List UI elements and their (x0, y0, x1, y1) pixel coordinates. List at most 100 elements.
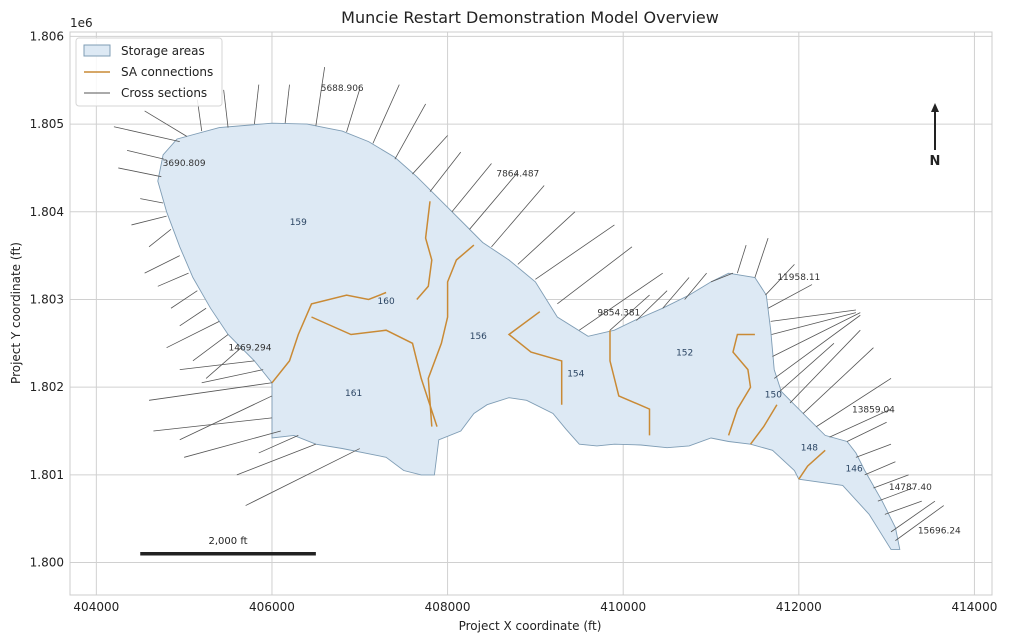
cross-section-line (179, 307, 207, 327)
cross-section-line (236, 443, 317, 476)
legend-label: Cross sections (121, 86, 207, 100)
legend-label: SA connections (121, 65, 213, 79)
cross-section-line (636, 290, 668, 321)
cross-section-line (170, 290, 198, 309)
cross-section-line (153, 417, 273, 432)
storage-area-label: 150 (765, 391, 782, 401)
cross-section-label: 11958.11 (777, 273, 820, 283)
x-tick-label: 410000 (600, 600, 646, 614)
cross-section-line (829, 408, 892, 438)
cross-section-line (767, 284, 813, 309)
cross-section-line (205, 347, 242, 379)
storage-area-label: 159 (290, 218, 307, 228)
cross-section-line (816, 378, 892, 427)
cross-section-line (873, 474, 909, 489)
cross-section-line (895, 505, 944, 541)
cross-section-line (157, 272, 189, 287)
x-tick-label: 408000 (425, 600, 471, 614)
cross-section-line (372, 84, 400, 144)
plot-area: 159 160 156 154 152 150 148 146 161 5688.906 3690.… (30, 29, 998, 614)
sa-connection-line (749, 404, 778, 445)
cross-section-line (126, 149, 165, 160)
y-offset-label: 1e6 (70, 16, 93, 30)
y-tick-label: 1.801 (30, 468, 64, 482)
legend-box (75, 37, 223, 107)
storage-area-label: 146 (846, 464, 863, 474)
x-tick-label: 412000 (776, 600, 822, 614)
cross-section-line (148, 229, 172, 248)
sa-connection-line (311, 316, 438, 427)
cross-section-label: 15696.24 (918, 527, 961, 537)
cross-section-line (258, 435, 299, 454)
storage-area-label: 161 (345, 389, 362, 399)
sa-connection-line (507, 311, 563, 405)
cross-section-line (855, 443, 892, 458)
cross-section-label: 5688.906 (321, 84, 364, 94)
scale-bar-label: 2,000 ft (209, 536, 248, 547)
x-tick-label: 406000 (249, 600, 295, 614)
y-tick-label: 1.804 (30, 205, 64, 219)
north-arrow-label: N (930, 154, 941, 169)
cross-section-line (179, 360, 255, 371)
cross-section-line (770, 309, 856, 322)
cross-section-label: 14787.40 (889, 483, 932, 493)
storage-area-polygon (157, 122, 901, 550)
x-axis-label: Project X coordinate (ft) (459, 619, 602, 633)
cross-section-line (245, 448, 360, 506)
y-axis-label: Project Y coordinate (ft) (9, 242, 23, 384)
cross-section-line (491, 185, 545, 248)
cross-section-line (579, 272, 663, 331)
cross-section-line (346, 88, 361, 133)
cross-section-line (394, 103, 426, 160)
cross-section-line (113, 126, 180, 143)
cross-section-line (469, 172, 519, 230)
y-tick-label: 1.805 (30, 117, 64, 131)
cross-section-line (771, 312, 856, 335)
storage-area-label: 156 (470, 332, 487, 342)
cross-section-line (429, 151, 462, 192)
cross-section-line (802, 347, 874, 414)
cross-section-line (773, 314, 861, 379)
north-arrow-icon (931, 103, 939, 112)
sa-connection-line (798, 449, 826, 480)
storage-area-label: 154 (567, 370, 584, 380)
cross-section-line (765, 264, 795, 296)
cross-section-line (315, 67, 326, 126)
axes-frame (69, 31, 993, 596)
sa-connection-line (727, 333, 755, 436)
cross-section-label: 1469.294 (229, 343, 272, 353)
legend: Storage areas SA connections Cross section… (75, 37, 223, 107)
legend-label: Storage areas (121, 44, 205, 58)
cross-section-line (179, 395, 273, 441)
storage-area-label: 160 (378, 297, 395, 307)
cross-section-label: 9854.381 (597, 308, 640, 318)
cross-section-line (662, 277, 690, 309)
legend-swatch-storage-areas (83, 44, 111, 57)
y-tick-label: 1.803 (30, 292, 64, 306)
cross-section-line (779, 343, 835, 392)
cross-section-line (451, 163, 492, 213)
cross-section-line (184, 430, 281, 458)
sa-connection-line (427, 244, 475, 427)
cross-section-line (736, 244, 747, 274)
cross-section-line (609, 294, 650, 331)
cross-section-label: 3690.809 (163, 159, 206, 169)
storage-area-label: 152 (676, 349, 693, 359)
cross-section-line (710, 272, 734, 283)
cross-section-line (877, 487, 914, 502)
y-tick-label: 1.800 (30, 556, 64, 570)
cross-section-line (884, 500, 922, 515)
chart-title: Muncie Restart Demonstration Model Overv… (341, 8, 719, 27)
y-tick-label: 1.806 (30, 29, 64, 43)
cross-section-line (557, 246, 633, 305)
x-tick-label: 404000 (73, 600, 119, 614)
cross-section-line (535, 224, 615, 280)
cross-section-line (684, 272, 707, 300)
y-tick-label: 1.802 (30, 380, 64, 394)
cross-section-line (284, 84, 290, 124)
cross-section-line (192, 334, 229, 362)
storage-area-label: 148 (801, 443, 818, 453)
cross-section-line (789, 329, 861, 404)
cross-section-line (131, 215, 167, 226)
